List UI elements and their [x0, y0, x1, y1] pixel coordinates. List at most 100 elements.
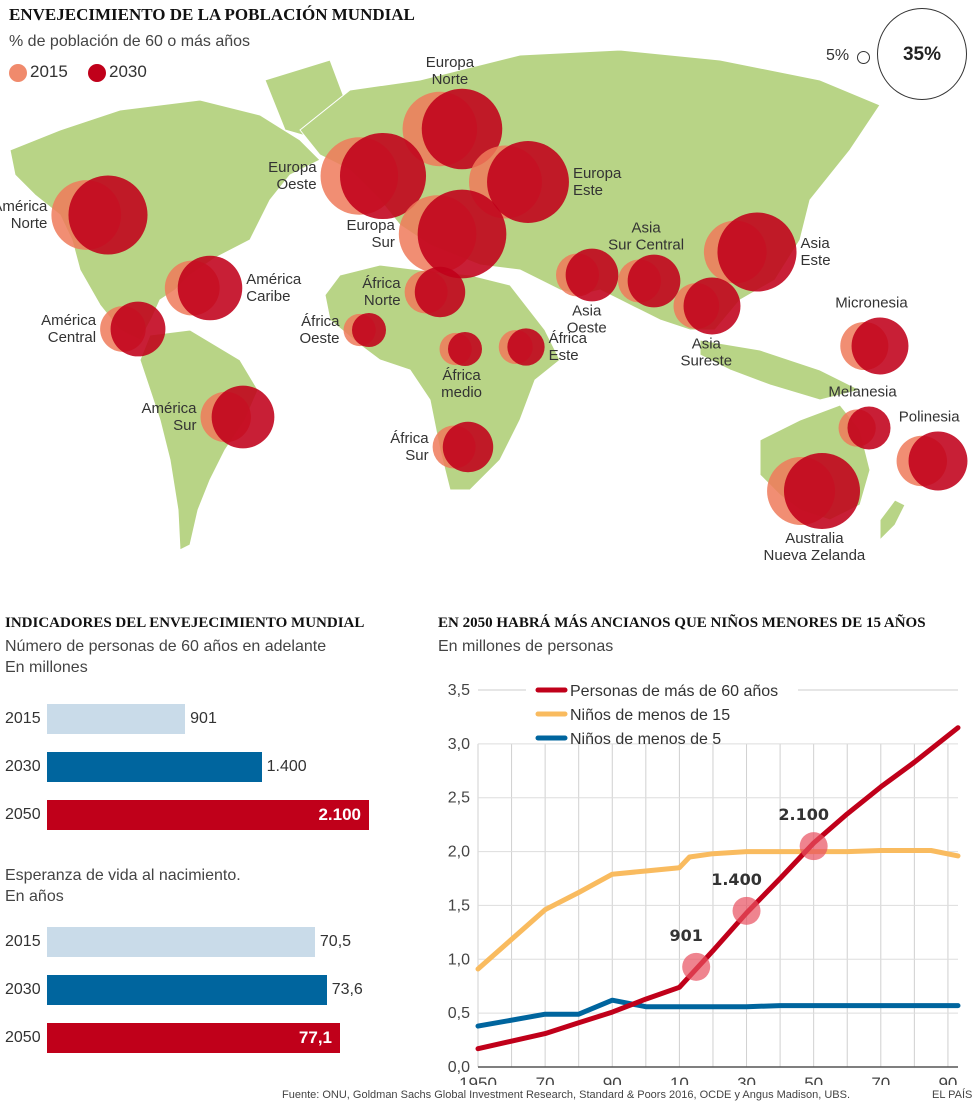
legend-label-ninos-de-menos-de-15: Niños de menos de 15 [570, 707, 730, 724]
region-label-europa-norte: Europa [426, 54, 475, 71]
y-tick-label: 0,5 [448, 1005, 470, 1022]
bubble-2030-asia-sur-central [627, 254, 681, 308]
life-expectancy-bar-2015 [47, 927, 315, 957]
y-tick-label: 3,5 [448, 682, 470, 699]
bars-subtitle-2: En millones [5, 659, 88, 676]
bubble-2030-asia-oeste [565, 248, 619, 302]
bubble-2030-europa-oeste [339, 132, 427, 220]
region-label-america-central: Central [48, 329, 96, 346]
size-legend-large-circle [877, 8, 967, 100]
bars-subtitle-3: Esperanza de vida al nacimiento. [5, 867, 241, 884]
region-label-asia-sur-central: Asia [632, 220, 662, 237]
bars-title: INDICADORES DEL ENVEJECIMIENTO MUNDIAL [5, 615, 365, 631]
region-label-europa-norte: Norte [432, 71, 469, 88]
region-label-america-sur: Sur [173, 417, 196, 434]
population-year-label: 2015 [5, 710, 41, 727]
annotation-label: 2.100 [778, 805, 829, 824]
bubble-2030-america-central [110, 301, 166, 357]
region-label-australia-nueva-zelanda: Australia [785, 530, 844, 547]
region-label-africa-sur: Sur [405, 447, 428, 464]
bubble-2030-africa-medio [447, 331, 483, 367]
life-expectancy-value-label: 73,6 [331, 981, 363, 998]
bubble-2030-america-sur [211, 385, 275, 449]
brand-label: EL PAÍS [932, 1089, 973, 1101]
region-label-polinesia: Polinesia [899, 409, 961, 426]
life-expectancy-year-label: 2015 [5, 933, 41, 950]
bubble-2030-africa-oeste [351, 312, 387, 348]
bubble-2030-europa-norte [421, 88, 503, 170]
life-expectancy-value-label: 70,5 [319, 933, 352, 950]
x-tick-label: 10 [670, 1074, 689, 1085]
population-value-label: 901 [190, 710, 217, 727]
y-tick-label: 2,5 [448, 790, 470, 807]
annotation-marker [682, 952, 711, 981]
continent-africa [324, 264, 561, 491]
series-line-ninos-de-menos-de-5 [475, 997, 961, 1029]
region-label-america-central: América [41, 312, 97, 329]
bubble-2030-asia-este [717, 212, 797, 292]
size-legend-large-label: 35% [902, 44, 942, 65]
population-year-label: 2030 [5, 758, 41, 775]
region-label-melanesia: Melanesia [828, 383, 897, 400]
legend-label-ninos-de-menos-de-5: Niños de menos de 5 [570, 731, 721, 748]
y-tick-label: 0,0 [448, 1059, 470, 1076]
line-title: EN 2050 HABRÁ MÁS ANCIANOS QUE NIÑOS MEN… [438, 615, 926, 631]
population-bar-2030 [47, 752, 262, 782]
region-label-asia-este: Asia [801, 235, 831, 252]
region-label-europa-este: Europa [573, 165, 622, 182]
bubble-2030-melanesia [847, 406, 891, 450]
bars-subtitle-4: En años [5, 888, 64, 905]
region-label-europa-sur: Europa [346, 217, 395, 234]
x-tick-label: 90 [603, 1074, 622, 1085]
size-legend-small-label: 5% [826, 47, 850, 64]
x-tick-label: 30 [737, 1074, 756, 1085]
bubble-2030-america-caribe [177, 255, 243, 321]
population-bar-2015 [47, 704, 186, 734]
region-label-europa-oeste: Europa [268, 159, 317, 176]
region-label-europa-oeste: Oeste [277, 176, 317, 193]
y-tick-label: 2,0 [448, 844, 470, 861]
bubbles-layer [51, 88, 968, 530]
life-expectancy-bar-2030 [47, 975, 327, 1005]
life-expectancy-year-label: 2030 [5, 981, 41, 998]
bubble-2030-micronesia [851, 317, 909, 375]
legend-label-personas-de-mas-de-60-anos: Personas de más de 60 años [570, 683, 778, 700]
x-tick-label: 70 [536, 1074, 555, 1085]
population-bar-2050 [47, 800, 369, 830]
bubble-2030-polinesia [908, 431, 968, 491]
region-label-asia-oeste: Asia [572, 302, 602, 319]
bubble-2030-africa-sur [442, 421, 494, 473]
bubble-2030-america-norte [68, 175, 148, 255]
bubble-2030-australia-nueva-zelanda [783, 452, 861, 530]
region-label-africa-este: Este [549, 347, 579, 364]
line-subtitle: En millones de personas [438, 638, 614, 655]
region-label-africa-medio: África [442, 367, 481, 384]
region-labels: AméricaNorteAméricaCaribeAméricaCentralA… [0, 54, 960, 560]
region-label-africa-oeste: África [301, 313, 340, 330]
region-label-asia-sur-central: Sur Central [608, 237, 684, 254]
bars-subtitle-1: Número de personas de 60 años en adelant… [5, 638, 327, 655]
legend-2030-dot [88, 64, 106, 82]
population-value-label: 1.400 [266, 758, 307, 775]
life-expectancy-value-label: 77,1 [298, 1028, 332, 1047]
region-label-asia-sureste: Asia [692, 335, 722, 352]
region-label-europa-este: Este [573, 182, 603, 199]
region-label-australia-nueva-zelanda: Nueva Zelanda [764, 547, 866, 560]
annotation-marker [799, 832, 828, 861]
continent-new-zealand [879, 499, 906, 542]
life-expectancy-year-label: 2050 [5, 1029, 41, 1046]
map-title: ENVEJECIMIENTO DE LA POBLACIÓN MUNDIAL [9, 5, 415, 24]
y-tick-label: 1,0 [448, 951, 470, 968]
region-label-america-sur: América [142, 400, 198, 417]
y-tick-label: 1,5 [448, 897, 470, 914]
line-chart: 0,0 0,5 1,0 1,5 2,0 2,5 3,0 3,5 1950 70 90 10 30 50 70… [448, 682, 961, 1085]
size-legend-small-circle [857, 51, 870, 64]
annotation-label: 1.400 [711, 870, 762, 889]
legend-2015-dot [9, 64, 27, 82]
annotation-marker [732, 896, 761, 925]
x-tick-label: 90 [938, 1074, 957, 1085]
population-year-label: 2050 [5, 806, 41, 823]
region-label-micronesia: Micronesia [835, 295, 908, 312]
y-tick-label: 3,0 [448, 736, 470, 753]
region-label-africa-medio: medio [441, 384, 482, 401]
